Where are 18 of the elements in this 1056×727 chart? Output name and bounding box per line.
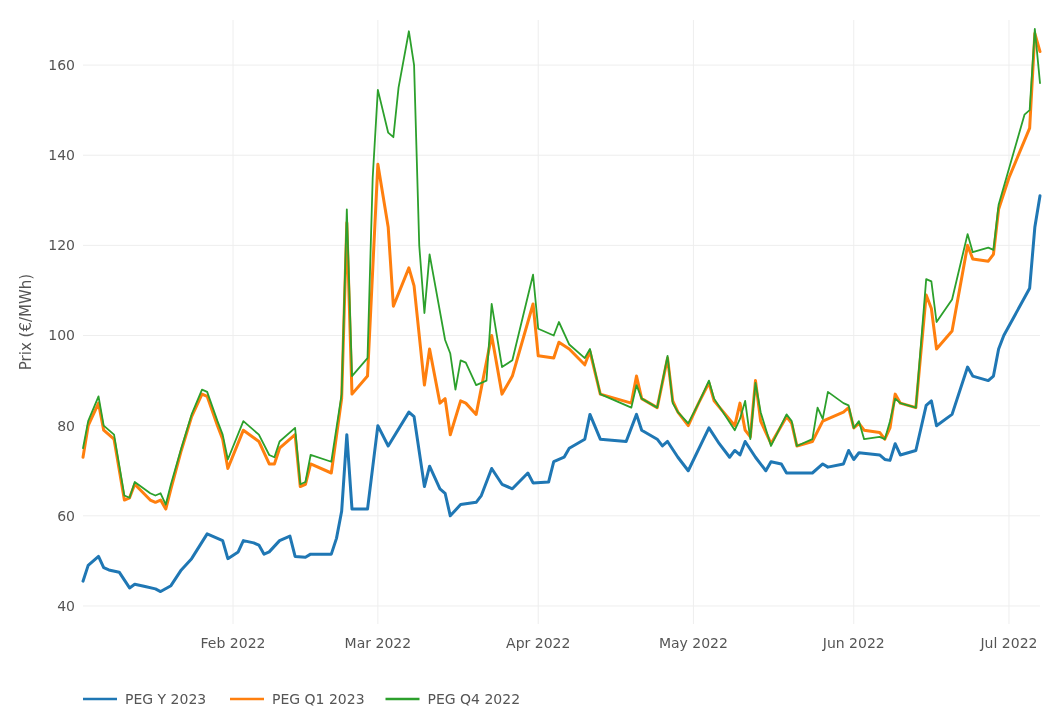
legend-label: PEG Q4 2022: [427, 690, 521, 707]
line-series: [81, 194, 1042, 594]
y-tick-label: 40: [57, 597, 75, 614]
x-tick-label: Feb 2022: [200, 635, 266, 651]
x-tick-label: Mar 2022: [344, 635, 412, 651]
y-tick-label: 140: [48, 147, 75, 164]
legend-label: PEG Q1 2023: [272, 690, 365, 707]
x-tick-label: Apr 2022: [506, 635, 571, 651]
y-tick-label: 100: [48, 327, 75, 344]
x-tick-label: Jun 2022: [821, 635, 885, 651]
y-tick-label: 60: [57, 507, 75, 524]
legend-label: PEG Y 2023: [125, 690, 207, 707]
y-axis-title: Prix (€/MWh): [17, 273, 35, 371]
y-tick-label: 120: [48, 237, 75, 254]
y-tick-label: 80: [57, 417, 75, 434]
y-tick-label: 160: [48, 56, 75, 73]
x-tick-label: May 2022: [658, 635, 728, 651]
x-tick-label: Jul 2022: [979, 635, 1038, 651]
